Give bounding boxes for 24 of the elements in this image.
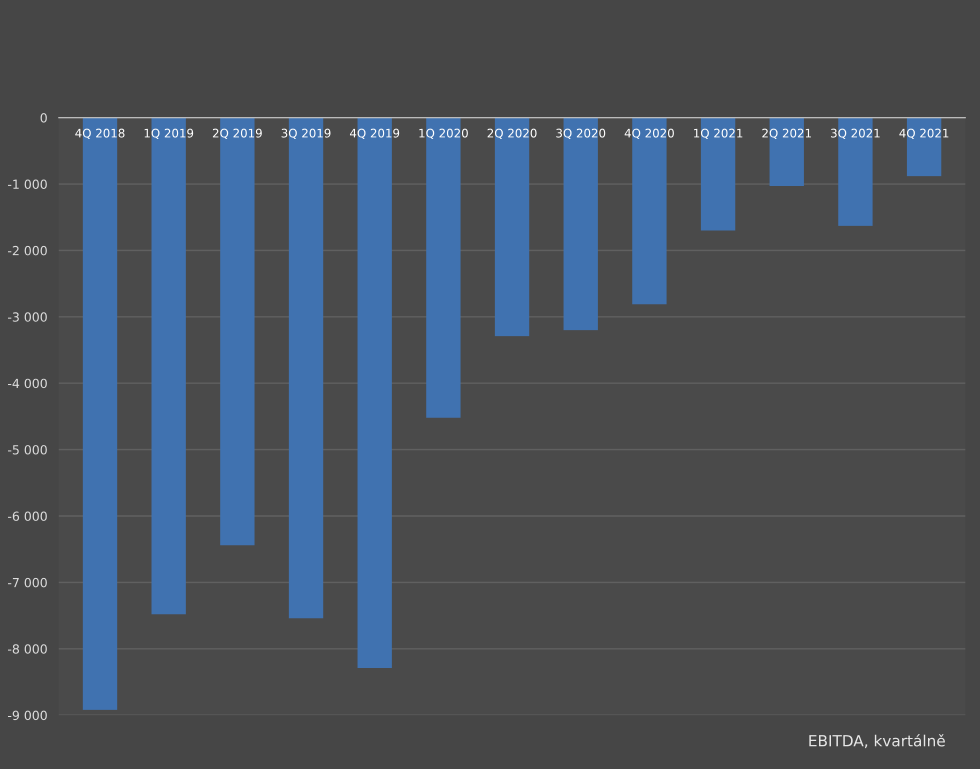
y-tick-label: -6 000 [8,511,47,521]
x-tick-label: 1Q 2021 [694,128,742,139]
y-tick-label: -2 000 [8,246,47,256]
x-tick-label: 4Q 2018 [75,128,124,139]
text: EBITDA, kvartálně [809,734,945,748]
x-tick-label: 1Q 2019 [144,128,194,139]
x-tick-label: 3Q 2021 [831,128,880,139]
x-tick-label: 4Q 2019 [350,128,400,139]
x-tick-label: 3Q 2020 [556,128,606,139]
x-tick-label: 1Q 2020 [419,128,468,139]
x-tick-label: 3Q 2019 [282,128,330,139]
x-tick-label: 2Q 2019 [212,128,262,139]
x-tick-label: 2Q 2020 [488,128,537,139]
y-tick-label: -8 000 [8,644,47,654]
y-tick-label: 0 [40,113,47,123]
y-tick-label: -4 000 [8,378,47,388]
y-tick-label: -9 000 [8,710,47,720]
y-tick-label: -1 000 [8,180,47,189]
y-tick-label: -5 000 [8,445,47,455]
y-tick-label: -3 000 [8,312,47,322]
x-tick-label: 4Q 2021 [899,128,948,139]
x-tick-label: 4Q 2020 [624,128,674,139]
x-tick-label: 2Q 2021 [762,128,811,139]
y-tick-label: -7 000 [8,578,47,588]
